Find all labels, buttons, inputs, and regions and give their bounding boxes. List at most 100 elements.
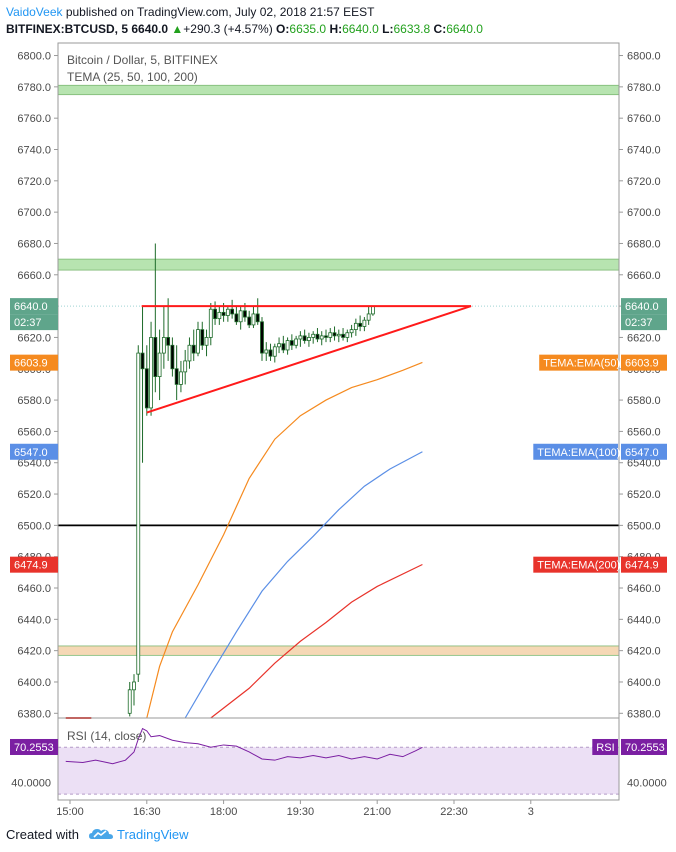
y-tick-label-left: 6500.0 [17,520,51,532]
candle-body [285,340,290,351]
candle-body [277,343,281,348]
y-tick-label-left: 6540.0 [17,458,51,470]
ema-line-tema-ema-50- [146,361,423,719]
resistance-zone-mid [57,258,620,271]
tema-ema-50--tag-right-bg [621,354,667,371]
rsi-band [58,747,619,795]
rsi-tick-label-left: 40.0000 [11,777,51,789]
y-tick-label-left: 6720.0 [17,176,51,188]
indicator-label: TEMA (25, 50, 100, 200) [67,70,198,84]
support-zone [57,645,620,656]
candle-body [247,316,252,326]
tema-ema-100--tag-left-bg [10,443,58,460]
candle-body [289,340,294,346]
y-tick-label-left: 6420.0 [17,646,51,658]
y-tick-label-right: 6700.0 [627,207,661,219]
x-tick-label: 19:30 [287,806,315,818]
y-tick-label-left: 6760.0 [17,113,51,125]
candle-body [319,335,324,340]
chart-header: VaidoVeek published on TradingView.com, … [0,0,676,40]
y-tick-label-left: 6400.0 [17,677,51,689]
chart-title: Bitcoin / Dollar, 5, BITFINEX [67,53,218,67]
candle-body [345,332,350,338]
candle-body [225,308,230,316]
y-tick-label-left: 6520.0 [17,489,51,501]
candle-body [294,338,299,346]
y-tick-label-left: 6560.0 [17,426,51,438]
y-tick-label-left: 6680.0 [17,238,51,250]
rsi-value-tag-left: 70.2553 [14,742,54,754]
y-tick-label-left: 6620.0 [17,332,51,344]
candle-body [187,344,192,362]
tradingview-brand[interactable]: TradingView [117,827,189,842]
x-tick-label: 3 [528,806,534,818]
candle-body [170,344,175,370]
candle-body [341,333,345,338]
author-link[interactable]: VaidoVeek [6,5,63,19]
countdown-tag-right-bg [621,314,667,331]
published-text: published on TradingView.com, July 02, 2… [62,5,375,19]
tema-ema-50--name-tag: TEMA:EMA(50) [543,358,620,370]
y-tick-label-left: 6580.0 [17,395,51,407]
tema-ema-200--tag-right-bg [621,556,667,573]
candle-body [255,313,260,323]
tema-ema-200--tag-right: 6474.9 [625,560,659,572]
y-tick-label-right: 6680.0 [627,238,661,250]
rsi-value-tag-right-bg [621,738,667,755]
y-tick-label-left: 6660.0 [17,270,51,282]
y-tick-label-right: 6800.0 [627,51,661,63]
candle-body [349,329,354,334]
y-tick-label-right: 6460.0 [627,583,661,595]
y-tick-label-right: 6560.0 [627,426,661,438]
rsi-value-tag-right: 70.2553 [625,742,665,754]
candle-body [136,352,141,675]
ema-line-tema-ema-100- [184,451,423,719]
candle-body [358,322,363,327]
tema-ema-200--name-tag: TEMA:EMA(200) [537,560,620,572]
high-value: 6640.0 [342,22,379,36]
countdown-tag-right: 02:37 [625,317,653,329]
last-price-tag-right: 6640.0 [625,301,659,313]
rsi-value-tag-left-bg [10,738,58,755]
tema-ema-50--tag-right: 6603.9 [625,358,659,370]
candle-body [217,311,222,320]
y-tick-label-right: 6780.0 [627,82,661,94]
open-value: 6635.0 [289,22,327,36]
tradingview-cloud-icon[interactable] [88,826,114,842]
resistance-zone-top [57,84,620,96]
countdown-tag-left: 02:37 [14,317,42,329]
low-label: L: [382,22,394,36]
tema-ema-50--tag-left: 6603.9 [14,358,48,370]
candle-body [196,329,200,354]
last-price: 6640.0 [131,22,169,36]
last-price-tag-left-bg [10,298,58,315]
y-tick-label-right: 6380.0 [627,708,661,720]
high-label: H: [329,22,343,36]
candle-body [191,344,196,354]
last-price-tag-left: 6640.0 [14,301,48,313]
candle-body [132,681,136,691]
candle-body [324,335,328,338]
x-tick-label: 15:00 [56,806,84,818]
candle-body [315,333,320,340]
rsi-tick-label-right: 40.0000 [627,777,667,789]
y-tick-label-right: 6760.0 [627,113,661,125]
candle-body [328,332,333,338]
y-tick-label-right: 6540.0 [627,458,661,470]
tema-ema-50--tag-left-bg [10,354,58,371]
candle-body [208,308,213,338]
triangle-bottom-line [146,305,472,414]
candle-body [371,305,375,315]
candle-body [268,349,273,357]
candle-body [157,352,162,377]
candle-body [153,337,158,377]
candle-body [238,310,243,323]
rsi-name-tag: RSI [596,742,614,754]
candle-body [213,308,217,320]
candle-body [251,313,256,326]
x-tick-label: 16:30 [133,806,161,818]
candle-body [183,360,188,373]
candle-body [332,332,337,337]
tema-ema-100--tag-right: 6547.0 [625,447,659,459]
price-chart[interactable]: 6800.0 6800.0 6780.0 6780.0 6760.0 6760.0 6740… [0,40,676,822]
